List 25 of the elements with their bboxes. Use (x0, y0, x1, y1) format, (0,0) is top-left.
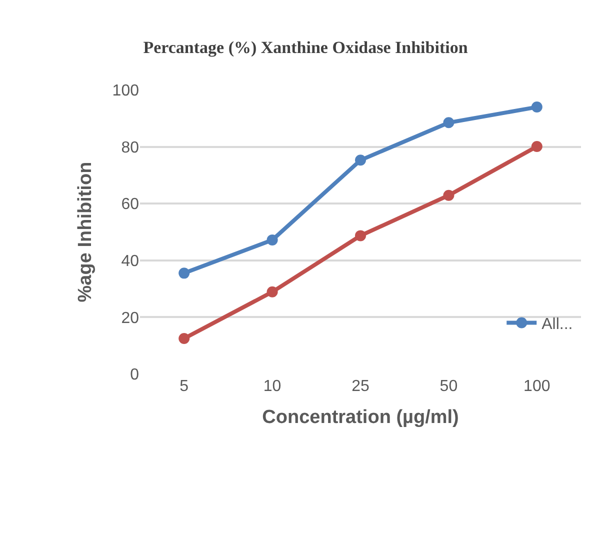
legend-label: All... (542, 316, 573, 334)
point (178, 333, 190, 344)
point (355, 154, 366, 166)
x-tick-label: 100 (524, 378, 550, 395)
chart-title: Percantage (%) Xanthine Oxidase Inhibition (143, 38, 468, 57)
y-tick-label: 40 (121, 253, 140, 270)
y-tick-label: 100 (112, 82, 140, 100)
point (443, 117, 454, 128)
y-tick-label: 60 (121, 196, 140, 214)
point (178, 268, 190, 279)
x-axis-title: Concentration (µg/ml) (262, 406, 459, 428)
point (266, 234, 278, 246)
x-tick-label: 10 (263, 378, 282, 395)
point (355, 230, 366, 242)
x-tick-label: 25 (352, 378, 370, 395)
point (531, 102, 542, 113)
point (266, 286, 278, 298)
y-tick-label: 80 (121, 139, 140, 156)
point (531, 141, 542, 152)
y-axis-title: %age Inhibition (75, 162, 96, 302)
point (443, 190, 454, 201)
y-tick-label: 0 (130, 366, 140, 384)
x-tick-label: 50 (440, 378, 458, 395)
x-tick-label: 5 (180, 378, 189, 395)
y-tick-label: 20 (121, 310, 140, 327)
